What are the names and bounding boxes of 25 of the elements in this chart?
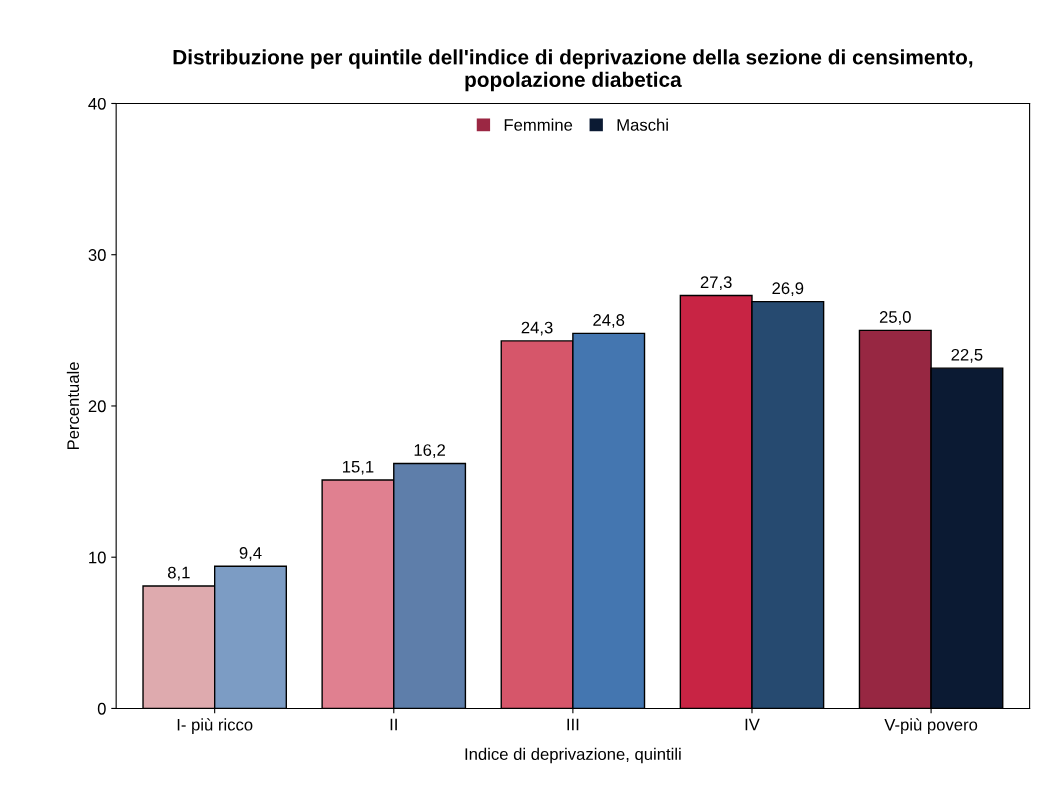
data-label: 25,0 [879, 311, 911, 325]
x-tick-label: III [567, 718, 579, 731]
data-label: 26,9 [772, 282, 804, 297]
chart-title: Distribuzione per quintile dell'indice di deprivazione della sezione di censimento, popolazione diabetica [173, 49, 973, 92]
y-axis-title: Percentuale [66, 362, 80, 450]
data-label: 16,2 [414, 444, 445, 458]
x-tick-label: V-più povero [884, 718, 978, 734]
y-tick-label: 20 [88, 400, 106, 413]
x-tick-label: I- più ricco [177, 718, 253, 734]
data-label: 27,3 [700, 276, 732, 291]
legend-label: Maschi [617, 118, 668, 131]
x-tick-label: II [390, 718, 397, 731]
y-tick-label: 40 [88, 97, 106, 110]
legend-label: Femmine [504, 118, 573, 131]
x-tick-label: IV [745, 718, 760, 731]
y-tick-label: 30 [88, 249, 106, 261]
data-label: 22,5 [951, 348, 983, 363]
y-tick-label: 0 [97, 702, 106, 715]
data-label: 9,4 [239, 547, 262, 561]
data-label: 15,1 [343, 460, 374, 475]
data-label: 24,8 [593, 314, 625, 328]
data-label: 8,1 [167, 566, 190, 581]
data-label: 24,3 [521, 321, 553, 336]
x-axis-title: Indice di deprivazione, quintili [465, 747, 681, 764]
y-tick-label: 10 [89, 551, 106, 564]
